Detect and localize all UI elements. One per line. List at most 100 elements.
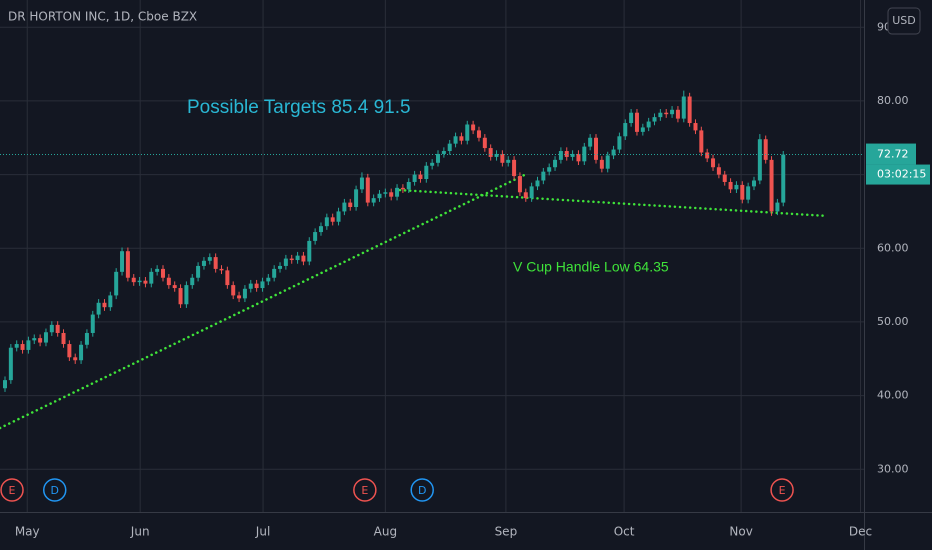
candle-body — [576, 153, 581, 162]
candle-body — [424, 165, 429, 180]
candle-body — [746, 186, 751, 200]
candle-body — [283, 258, 288, 266]
candle-body — [769, 159, 774, 212]
candle-body — [670, 109, 675, 115]
candle-body — [658, 112, 663, 118]
candle-body — [605, 155, 610, 169]
candle-body — [324, 217, 329, 227]
candle-body — [108, 295, 113, 308]
event-marker[interactable] — [0, 478, 24, 502]
candle-body — [178, 288, 183, 305]
y-tick-label: 30.00 — [877, 462, 909, 475]
candle-body — [102, 302, 107, 308]
event-label: D — [50, 484, 58, 497]
candle-body — [716, 167, 721, 175]
x-tick-label: Nov — [729, 525, 752, 539]
event-marker[interactable] — [410, 478, 434, 502]
candle-body — [55, 324, 60, 333]
candle-body — [599, 159, 604, 169]
candle-body — [359, 177, 364, 190]
candle-body — [640, 127, 645, 132]
candle-body — [32, 338, 37, 341]
candle-body — [693, 123, 698, 131]
candle-body — [763, 139, 768, 160]
countdown-badge — [866, 164, 930, 185]
candle-body — [342, 202, 347, 212]
candle-body — [155, 268, 160, 272]
candle-body — [529, 186, 534, 199]
candle-body — [301, 255, 306, 262]
candle-body — [687, 96, 692, 124]
candle-body — [482, 137, 487, 149]
candle-body — [248, 283, 253, 289]
candle-body — [757, 139, 762, 181]
candle-body — [711, 158, 716, 168]
candle-body — [26, 340, 31, 350]
event-marker[interactable] — [770, 478, 794, 502]
candle-body — [201, 260, 206, 266]
candle-body — [722, 174, 727, 182]
candle-body — [582, 146, 587, 162]
candle-body — [43, 332, 48, 343]
candle-body — [728, 181, 733, 190]
candle-body — [120, 251, 125, 272]
candle-body — [775, 202, 780, 212]
candle-body — [38, 338, 43, 343]
candle-body — [471, 124, 476, 131]
x-tick-label: Jun — [130, 525, 150, 539]
candle-body — [84, 332, 89, 345]
candle-body — [535, 180, 540, 187]
chart-title: DR HORTON INC, 1D, Cboe BZX — [8, 10, 197, 24]
candle-body — [500, 153, 505, 163]
candle-body — [594, 137, 599, 160]
candle-body — [330, 217, 335, 222]
candle-body — [266, 277, 271, 282]
candle-body — [664, 112, 669, 115]
candle-body — [395, 187, 400, 197]
overlay: 72.72 03:02:15 E D E D E — [0, 143, 930, 502]
candle-body — [447, 143, 452, 152]
countdown-label: 03:02:15 — [877, 168, 926, 181]
candle-body — [237, 295, 242, 299]
x-tick-label: Sep — [495, 525, 518, 539]
candle-body — [242, 288, 247, 299]
candle-body — [307, 240, 312, 262]
candle-body — [558, 151, 563, 160]
event-marker[interactable] — [353, 478, 377, 502]
candle-body — [3, 380, 8, 389]
currency-label: USD — [892, 14, 916, 27]
candle-body — [681, 96, 686, 119]
candle-body — [377, 193, 382, 199]
candle-body — [172, 285, 177, 289]
candle-body — [143, 280, 148, 284]
event-marker[interactable] — [42, 478, 67, 502]
candle-body — [553, 159, 558, 168]
candle-body — [699, 130, 704, 153]
y-tick-label: 80.00 — [877, 94, 909, 107]
y-tick-label: 40.00 — [877, 389, 909, 402]
candle-body — [652, 117, 657, 122]
candle-body — [629, 112, 634, 124]
annotation: V Cup Handle Low 64.35 — [513, 259, 669, 275]
candle-body — [219, 268, 224, 271]
candle-body — [160, 268, 165, 278]
event-label: E — [779, 484, 786, 497]
candle-body — [523, 192, 528, 199]
candle-body — [260, 281, 265, 289]
event-label: D — [418, 484, 426, 497]
candle-body — [570, 153, 575, 157]
candle-body — [494, 153, 499, 157]
candle-body — [190, 277, 195, 286]
candle-body — [512, 159, 517, 177]
currency-badge[interactable] — [887, 7, 921, 35]
candle-body — [389, 192, 394, 197]
candle-body — [278, 265, 283, 269]
event-label: E — [9, 484, 16, 497]
axes: 30.0040.0050.0060.0070.0080.0090.00MayJu… — [15, 20, 909, 538]
y-tick-label: 60.00 — [877, 241, 909, 254]
candle-body — [371, 198, 376, 203]
candle-body — [295, 255, 300, 261]
y-tick-label: 50.00 — [877, 315, 909, 328]
candle-body — [453, 136, 458, 144]
